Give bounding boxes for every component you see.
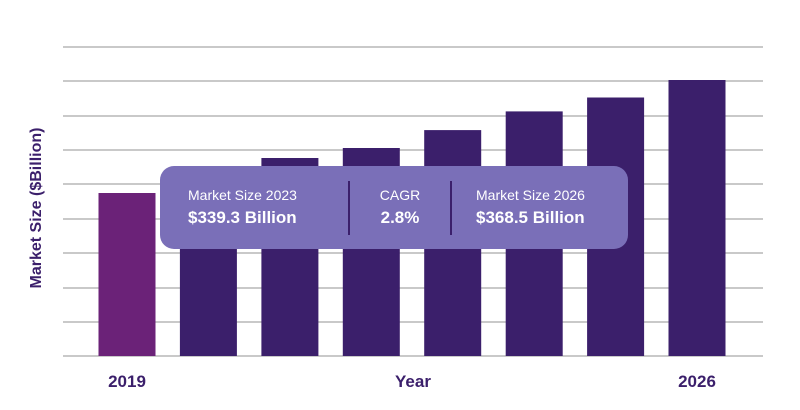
- market-stats-panel: Market Size 2023 $339.3 Billion CAGR 2.8…: [160, 166, 628, 249]
- stat-divider: [348, 180, 350, 235]
- y-axis-label: Market Size ($Billion): [28, 127, 45, 289]
- bar-2019: [98, 193, 156, 356]
- stat-market-size-2023: Market Size 2023 $339.3 Billion: [160, 187, 348, 228]
- stat-market-size-2026: Market Size 2026 $368.5 Billion: [452, 187, 585, 228]
- stat-value: 2.8%: [380, 208, 420, 227]
- x-tick-label-first: 2019: [108, 372, 146, 391]
- bar-2026: [668, 80, 726, 356]
- stat-label: CAGR: [379, 187, 421, 203]
- x-tick-label-last: 2026: [678, 372, 716, 391]
- stat-label: Market Size 2023: [188, 187, 297, 203]
- x-axis-label: Year: [395, 372, 431, 391]
- stat-divider: [450, 180, 452, 235]
- stat-value: $339.3 Billion: [188, 208, 297, 227]
- stat-cagr: CAGR 2.8%: [350, 187, 450, 228]
- stat-value: $368.5 Billion: [476, 208, 585, 227]
- stat-label: Market Size 2026: [476, 187, 585, 203]
